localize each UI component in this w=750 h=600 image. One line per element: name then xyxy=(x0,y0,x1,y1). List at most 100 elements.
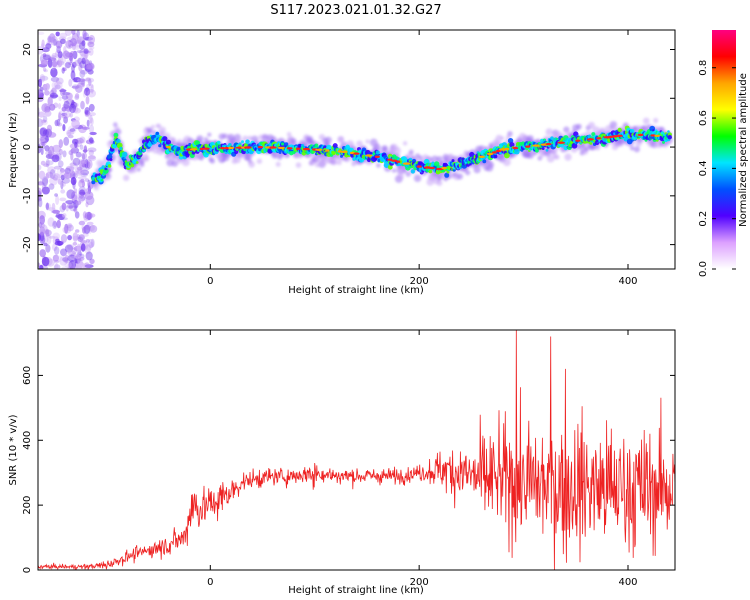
heatmap-band-cell xyxy=(629,129,635,134)
colorbar-tick-label: 0.0 xyxy=(698,261,709,277)
heatmap-noise-blob xyxy=(63,172,72,179)
heatmap-halo-cell xyxy=(436,180,443,187)
heatmap-noise-blob xyxy=(67,265,76,269)
heatmap-noise-blob xyxy=(41,58,49,67)
heatmap-halo-cell xyxy=(285,153,290,158)
heatmap-noise-blob xyxy=(45,203,51,210)
heatmap-band-cell xyxy=(103,168,109,174)
heatmap-noise-blob xyxy=(89,114,93,124)
heatmap-noise-blob xyxy=(84,178,90,182)
heatmap-halo-cell xyxy=(503,158,511,167)
heatmap-band-cell xyxy=(617,127,622,133)
heatmap-noise-blob xyxy=(65,200,74,205)
heatmap-noise-blob xyxy=(59,256,68,266)
heatmap-band-cell xyxy=(281,142,285,146)
spectrogram-x-tick-label: 200 xyxy=(410,276,429,287)
heatmap-noise-blob xyxy=(71,119,80,128)
heatmap-noise-blob xyxy=(62,50,70,59)
heatmap-noise-blob xyxy=(55,195,60,206)
heatmap-noise-blob xyxy=(68,260,76,269)
heatmap-band-cell xyxy=(245,139,250,145)
heatmap-noise-blob xyxy=(83,218,88,223)
heatmap-noise-blob xyxy=(70,177,77,186)
colorbar-label: Normalized spectral amplitude xyxy=(738,73,749,227)
heatmap-noise-blob xyxy=(60,234,68,243)
heatmap-halo-cell xyxy=(376,163,381,168)
heatmap-noise-blob xyxy=(53,165,62,170)
colorbar-tick-label: 0.8 xyxy=(698,60,709,76)
spectrogram-heatmap xyxy=(38,30,674,269)
heatmap-noise-blob xyxy=(38,78,43,82)
heatmap-noise-blob xyxy=(68,79,73,87)
heatmap-noise-blob xyxy=(79,60,86,69)
heatmap-noise-blob xyxy=(57,57,67,64)
heatmap-halo-cell xyxy=(319,158,328,166)
heatmap-core-cell xyxy=(166,145,171,149)
heatmap-noise-blob xyxy=(60,88,65,97)
heatmap-noise-blob xyxy=(47,234,52,245)
heatmap-halo-cell xyxy=(234,156,241,164)
heatmap-noise-blob xyxy=(52,144,61,153)
heatmap-noise-blob xyxy=(69,55,73,64)
heatmap-halo-cell xyxy=(653,117,659,124)
heatmap-noise-blob xyxy=(65,205,69,212)
heatmap-band-cell xyxy=(591,132,596,137)
spectrogram-y-tick-label: -20 xyxy=(22,236,33,252)
heatmap-noise-blob xyxy=(51,53,58,58)
heatmap-noise-blob xyxy=(73,188,78,194)
heatmap-noise-blob xyxy=(89,137,94,144)
heatmap-noise-blob xyxy=(54,255,63,262)
heatmap-noise-blob xyxy=(58,110,67,118)
heatmap-band-cell xyxy=(662,140,665,144)
heatmap-noise-blob xyxy=(78,191,86,195)
heatmap-noise-blob xyxy=(77,57,83,65)
heatmap-noise-blob xyxy=(69,128,76,132)
heatmap-noise-blob xyxy=(51,154,60,163)
heatmap-noise-blob xyxy=(59,32,68,38)
heatmap-noise-blob xyxy=(45,160,54,166)
heatmap-noise-blob xyxy=(51,87,57,95)
heatmap-noise-blob xyxy=(71,30,76,35)
heatmap-halo-cell xyxy=(545,128,553,136)
heatmap-halo-cell xyxy=(146,127,153,134)
heatmap-halo-cell xyxy=(123,174,130,181)
heatmap-noise-blob xyxy=(82,153,86,161)
heatmap-halo-cell xyxy=(150,124,155,129)
heatmap-noise-blob xyxy=(80,159,87,165)
heatmap-core-cell xyxy=(296,147,300,150)
snr-line xyxy=(38,330,675,570)
heatmap-band-cell xyxy=(514,148,520,155)
heatmap-noise-blob xyxy=(39,226,46,236)
colorbar-tick-label: 0.4 xyxy=(698,160,709,176)
heatmap-band-cell xyxy=(428,169,433,174)
heatmap-band-cell xyxy=(444,172,450,178)
heatmap-noise-blob xyxy=(78,63,83,72)
snr-x-tick-label: 200 xyxy=(410,577,429,588)
snr-y-tick-label: 0 xyxy=(22,567,33,573)
heatmap-halo-cell xyxy=(111,155,116,160)
spectrogram-x-tick-label: 0 xyxy=(207,276,213,287)
heatmap-noise-blob xyxy=(51,60,58,68)
heatmap-noise-blob xyxy=(51,202,56,211)
heatmap-noise-blob xyxy=(54,246,60,255)
heatmap-noise-blob xyxy=(79,189,86,196)
heatmap-halo-cell xyxy=(177,138,182,144)
heatmap-noise-blob xyxy=(52,173,61,181)
heatmap-noise-blob xyxy=(53,221,57,228)
spectrogram-y-tick-label: 20 xyxy=(22,43,33,56)
heatmap-band-cell xyxy=(116,138,121,144)
heatmap-noise-blob xyxy=(48,145,55,156)
heatmap-noise-blob xyxy=(59,197,67,202)
heatmap-noise-blob xyxy=(87,41,95,48)
heatmap-halo-cell xyxy=(295,162,302,168)
heatmap-halo-cell xyxy=(356,140,363,147)
heatmap-noise-blob xyxy=(38,198,43,208)
heatmap-halo-cell xyxy=(275,161,281,167)
heatmap-core-cell xyxy=(525,145,531,148)
heatmap-noise-blob xyxy=(63,259,70,264)
heatmap-noise-blob xyxy=(87,69,94,75)
heatmap-noise-blob xyxy=(44,110,52,117)
heatmap-noise-blob xyxy=(72,61,77,68)
heatmap-band-cell xyxy=(545,148,549,152)
snr-panel: 0 200 400 0 200 400 600 Height of straight lin… xyxy=(8,329,676,596)
